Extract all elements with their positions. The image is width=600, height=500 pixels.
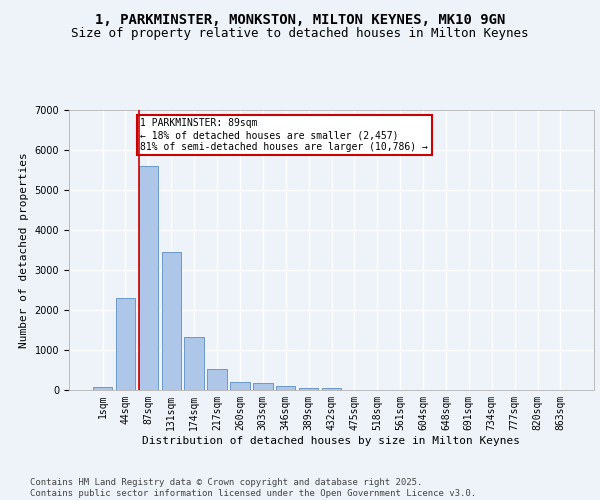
Bar (161, 252, 181, 390)
Bar (276, 386, 295, 390)
X-axis label: Distribution of detached houses by size in Milton Keynes: Distribution of detached houses by size … (143, 436, 521, 446)
Bar (139, 166, 158, 390)
Bar (93, 387, 112, 390)
Bar (299, 388, 319, 390)
Bar (208, 369, 227, 390)
Y-axis label: Number of detached properties: Number of detached properties (19, 152, 29, 348)
Bar (230, 382, 250, 390)
Text: Contains HM Land Registry data © Crown copyright and database right 2025.
Contai: Contains HM Land Registry data © Crown c… (30, 478, 476, 498)
Bar (116, 298, 135, 390)
Text: 1 PARKMINSTER: 89sqm
← 18% of detached houses are smaller (2,457)
81% of semi-de: 1 PARKMINSTER: 89sqm ← 18% of detached h… (140, 118, 428, 152)
Bar (184, 337, 204, 390)
Bar (253, 383, 272, 390)
Text: Size of property relative to detached houses in Milton Keynes: Size of property relative to detached ho… (71, 28, 529, 40)
Bar (322, 388, 341, 390)
Text: 1, PARKMINSTER, MONKSTON, MILTON KEYNES, MK10 9GN: 1, PARKMINSTER, MONKSTON, MILTON KEYNES,… (95, 12, 505, 26)
